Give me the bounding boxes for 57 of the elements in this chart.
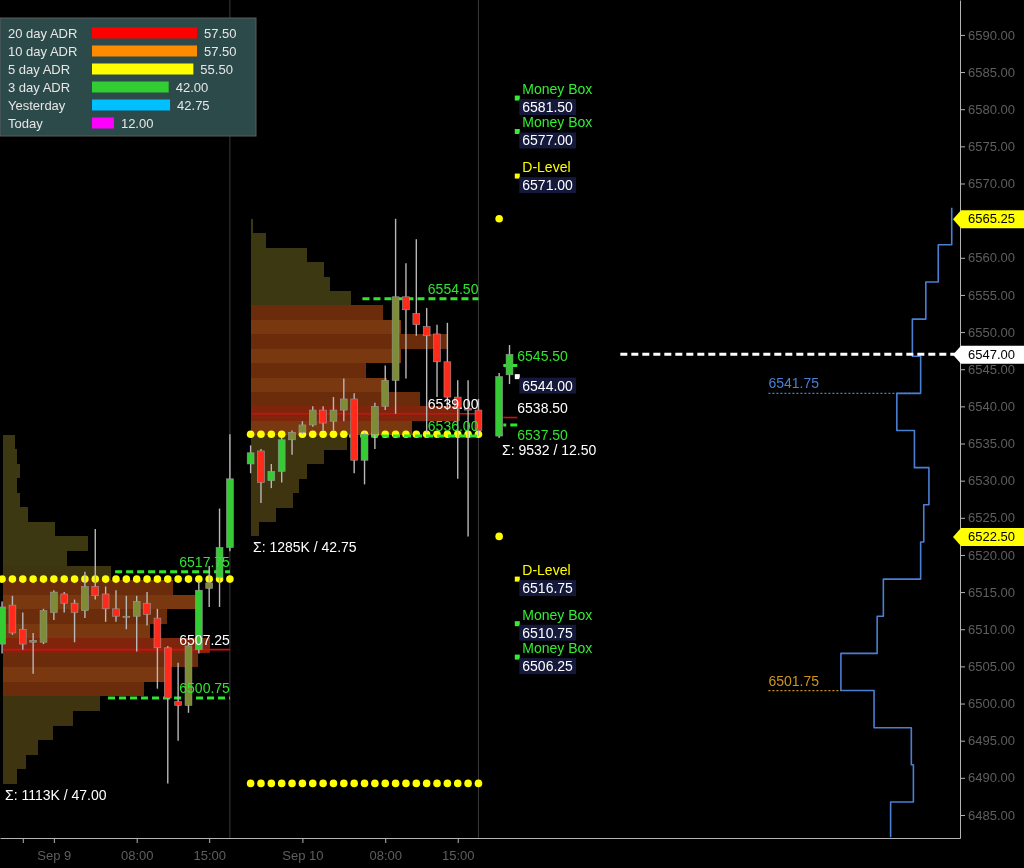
y-tick-label: 5 day ADR xyxy=(8,61,71,77)
y-tick-label: 6522.50 xyxy=(968,529,1015,545)
y-tick-label: 6490.00 xyxy=(968,770,1015,786)
y-tick-label: 6575.00 xyxy=(968,139,1015,155)
series-label: D-Level xyxy=(522,159,571,176)
data-label: 6545.50 xyxy=(517,347,569,364)
y-tick-label: 6540.00 xyxy=(968,399,1015,415)
data-label: 42.00 xyxy=(175,79,209,95)
y-tick-label: 6485.00 xyxy=(968,807,1015,823)
x-tick-label: 15:00 xyxy=(441,848,475,864)
y-tick-label: 6510.00 xyxy=(968,621,1015,637)
annotation: Σ: 9532 / 12.50 xyxy=(502,442,597,458)
data-label: 57.50 xyxy=(204,25,237,41)
data-label: 55.50 xyxy=(200,61,233,77)
y-tick-label: Yesterday xyxy=(8,97,66,113)
y-tick-label: 20 day ADR xyxy=(8,25,78,41)
y-tick-label: 6515.00 xyxy=(968,584,1015,600)
data-label: 57.50 xyxy=(204,43,237,59)
data-label: 6501.75 xyxy=(768,672,820,689)
y-tick-label: 6500.00 xyxy=(968,696,1015,712)
x-tick-label: 08:00 xyxy=(120,848,154,864)
x-tick-label: Sep 10 xyxy=(282,848,324,864)
series-label: Money Box xyxy=(522,81,593,98)
text: D-Level xyxy=(522,562,571,579)
y-tick-label: 6495.00 xyxy=(968,733,1015,749)
y-tick-label: 6535.00 xyxy=(968,436,1015,452)
data-label: 6554.50 xyxy=(427,280,479,297)
y-tick-label: 6570.00 xyxy=(968,176,1015,192)
y-tick-label: 6530.00 xyxy=(968,473,1015,489)
data-label: 6538.50 xyxy=(517,399,569,416)
y-tick-label: 6580.00 xyxy=(968,101,1015,117)
data-label: 42.75 xyxy=(177,97,210,113)
y-tick-label: 6505.00 xyxy=(968,659,1015,675)
y-tick-label: 3 day ADR xyxy=(8,79,71,95)
y-tick-label: 10 day ADR xyxy=(8,43,78,59)
y-tick-label: 6520.00 xyxy=(968,547,1015,563)
y-tick-label: 6590.00 xyxy=(968,27,1015,43)
y-tick-label: 6565.25 xyxy=(968,211,1015,227)
data-label: 6541.75 xyxy=(768,375,820,392)
x-tick-label: 15:00 xyxy=(193,848,226,864)
annotation: Σ: 1113K / 47.00 xyxy=(5,786,107,803)
x-tick-label: 08:00 xyxy=(369,848,403,864)
text: Money Box xyxy=(522,640,593,657)
y-tick-label: 6550.00 xyxy=(968,324,1015,340)
text: Money Box xyxy=(522,114,593,131)
y-tick-label: 6555.00 xyxy=(968,287,1015,303)
text: Money Box xyxy=(522,606,593,623)
annotation: Σ: 1285K / 42.75 xyxy=(253,539,357,556)
data-label: 12.00 xyxy=(120,115,154,131)
y-tick-label: 6560.00 xyxy=(968,250,1015,266)
y-tick-label: 6525.00 xyxy=(968,510,1015,526)
y-tick-label: 6547.00 xyxy=(968,347,1015,363)
y-tick-label: 6585.00 xyxy=(968,64,1015,80)
x-tick-label: Sep 9 xyxy=(37,848,72,864)
data-label: 6537.50 xyxy=(517,426,569,443)
y-tick-label: Today xyxy=(8,115,44,131)
y-tick-label: 6545.00 xyxy=(968,361,1015,377)
